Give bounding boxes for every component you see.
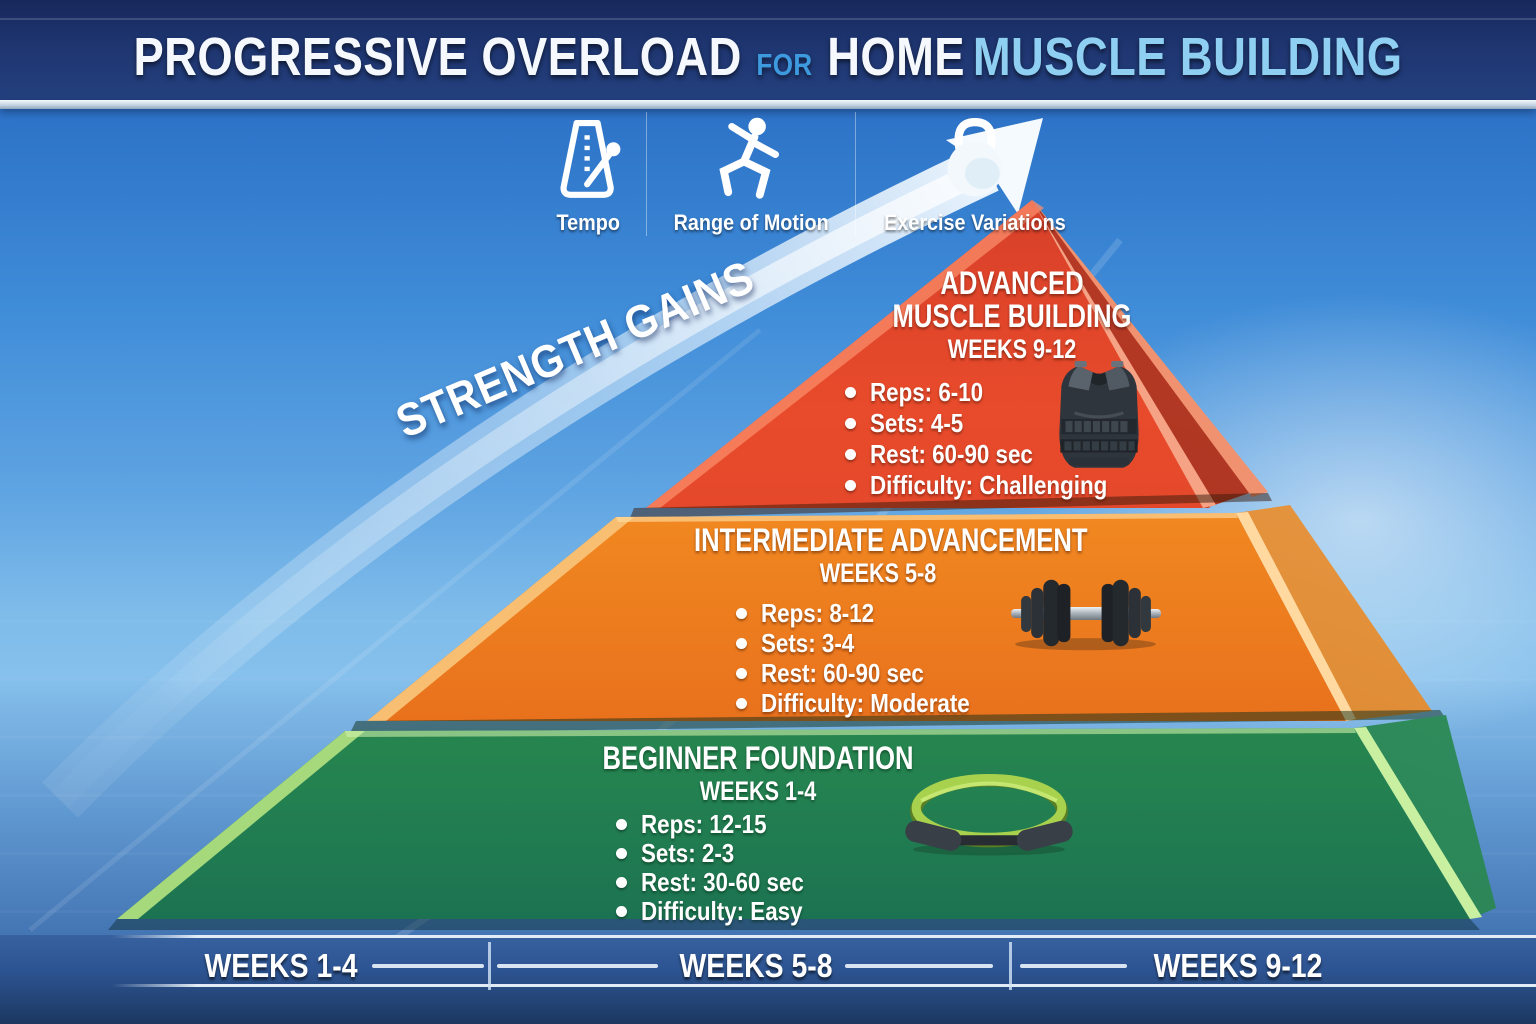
tier-title: BEGINNER FOUNDATION: [602, 740, 914, 776]
method-range-of-motion: Range of Motion: [646, 112, 855, 236]
bullet-dot: [736, 667, 747, 679]
timeline-segment: [845, 964, 993, 968]
bullet-dot: [616, 819, 627, 830]
bullet-item: Reps: 12-15: [616, 809, 830, 839]
metronome-icon: [548, 116, 628, 205]
timeline-band: WEEKS 1-4 WEEKS 5-8 WEEKS 9-12: [0, 935, 1536, 1024]
tier-title: MUSCLE BUILDING: [892, 298, 1132, 334]
tier-intermediate-heading: INTERMEDIATE ADVANCEMENT WEEKS 5-8: [648, 524, 1108, 589]
bullet-item: Sets: 2-3: [616, 838, 830, 868]
method-label: Tempo: [556, 210, 620, 235]
timeline-tick: [1009, 942, 1012, 990]
bullet-item: Sets: 3-4: [736, 628, 1004, 658]
tier-beginner-heading: BEGINNER FOUNDATION WEEKS 1-4: [528, 742, 988, 807]
tier-weeks: WEEKS 5-8: [819, 558, 937, 588]
tier-title: ADVANCED: [940, 265, 1084, 301]
timeline-tick: [488, 942, 491, 990]
method-label: Exercise Variations: [884, 210, 1067, 235]
timeline-label-weeks-5-8: WEEKS 5-8: [679, 947, 833, 984]
page-title: PROGRESSIVE OVERLOAD FOR HOME MUSCLE BUI…: [123, 26, 1413, 88]
bullet-dot: [845, 480, 856, 491]
bullet-item: Difficulty: Easy: [616, 896, 830, 926]
title-part-accent: MUSCLE BUILDING: [972, 27, 1403, 87]
tier-advanced-bullets: Reps: 6-10 Sets: 4-5 Rest: 60-90 sec Dif…: [845, 377, 1146, 501]
timeline-label-weeks-1-4: WEEKS 1-4: [204, 947, 358, 984]
header-divider: [0, 100, 1536, 109]
bullet-item: Reps: 6-10: [845, 377, 1146, 408]
title-part-home: HOME: [827, 27, 965, 87]
runner-icon: [707, 116, 795, 205]
timeline-top-line: [112, 935, 1536, 938]
bullet-dot: [845, 387, 856, 398]
bullet-item: Rest: 60-90 sec: [845, 439, 1146, 470]
tier-intermediate-bullets: Reps: 8-12 Sets: 3-4 Rest: 60-90 sec Dif…: [736, 598, 1004, 718]
timeline-bottom-line: [112, 984, 1536, 987]
methods-row: Tempo Range of Motion: [530, 112, 1094, 236]
kettlebell-icon: [934, 112, 1016, 205]
method-label: Range of Motion: [673, 210, 829, 235]
header-top-line: [0, 18, 1536, 20]
bullet-dot: [736, 637, 747, 649]
bullet-dot: [616, 848, 627, 859]
tier-weeks: WEEKS 1-4: [699, 776, 817, 806]
bullet-item: Sets: 4-5: [845, 408, 1146, 439]
method-exercise-variations: Exercise Variations: [855, 112, 1094, 236]
bullet-dot: [736, 697, 747, 709]
bullet-dot: [616, 877, 627, 888]
timeline-segment: [372, 964, 484, 968]
bullet-dot: [616, 906, 627, 917]
bullet-dot: [845, 418, 856, 429]
timeline-segment: [497, 964, 658, 968]
bullet-item: Rest: 30-60 sec: [616, 867, 830, 897]
header-band: [0, 0, 1536, 100]
bullet-item: Reps: 8-12: [736, 598, 1004, 628]
bullet-item: Difficulty: Challenging: [845, 470, 1146, 501]
title-part-main: PROGRESSIVE OVERLOAD: [133, 27, 742, 87]
timeline-label-weeks-9-12: WEEKS 9-12: [1153, 947, 1323, 984]
tier-weeks: WEEKS 9-12: [947, 334, 1077, 364]
bullet-item: Rest: 60-90 sec: [736, 658, 1004, 688]
dumbbell-icon: [1003, 573, 1169, 655]
resistance-band-icon: [903, 770, 1075, 860]
tier-title: INTERMEDIATE ADVANCEMENT: [694, 522, 1088, 558]
timeline-segment: [1020, 964, 1127, 968]
bullet-item: Difficulty: Moderate: [736, 688, 1004, 718]
title-part-for: FOR: [756, 47, 813, 82]
bullet-dot: [736, 607, 747, 619]
method-tempo: Tempo: [530, 112, 646, 236]
weighted-vest-icon: [1048, 360, 1150, 480]
bullet-dot: [845, 449, 856, 460]
tier-advanced-heading: ADVANCED MUSCLE BUILDING WEEKS 9-12: [812, 267, 1212, 365]
tier-beginner-bullets: Reps: 12-15 Sets: 2-3 Rest: 30-60 sec Di…: [616, 809, 830, 926]
